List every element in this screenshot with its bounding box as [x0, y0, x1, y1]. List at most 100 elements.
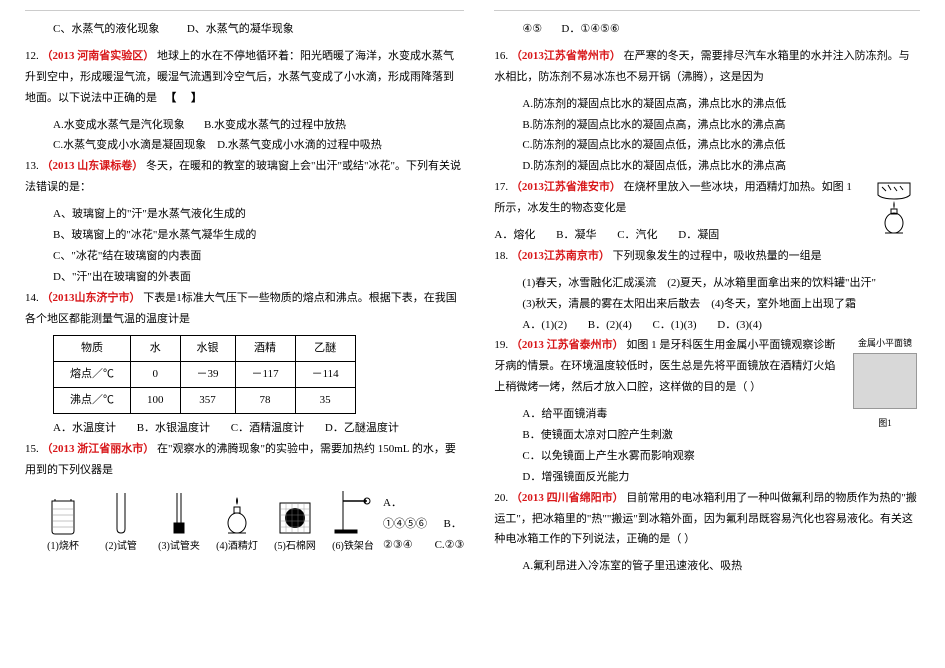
q18-stem: 下列现象发生的过程中，吸收热量的一组是 [613, 250, 822, 262]
td: －39 [180, 362, 235, 388]
q18-a: A．(1)(2) [522, 315, 567, 336]
q18-o3: (3)秋天，清晨的雾在太阳出来后散去 [522, 298, 700, 310]
q15-mid: ②③④ [383, 539, 413, 551]
q16-a: A.防冻剂的凝固点比水的凝固点高，沸点比水的沸点低 [494, 94, 920, 115]
q16-num: 16. [494, 50, 508, 62]
q20-num: 20. [494, 492, 508, 504]
clamp-item: (3)试管夹 [157, 487, 201, 556]
stand-item: (6)铁架台 [331, 487, 375, 556]
q15: 15. （2013 浙江省丽水市） 在"观察水的沸腾现象"的实验中，需要加热约 … [25, 439, 464, 481]
q18-b: B．(2)(4) [588, 315, 632, 336]
eq-label: (6)铁架台 [332, 541, 374, 552]
q19-fig-cap: 图1 [850, 415, 920, 432]
cont-opts: ④⑤ D．①④⑤⑥ [494, 19, 920, 40]
q17-num: 17. [494, 181, 508, 193]
td: 熔点／℃ [54, 362, 131, 388]
page-columns: C、水蒸气的液化现象 D、水蒸气的凝华现象 12. （2013 河南省实验区） … [25, 10, 920, 658]
q12-c: C.水蒸气变成小水滴是凝固现象 [53, 139, 206, 151]
tube-item: (2)试管 [99, 487, 143, 556]
cont-d: D．①④⑤⑥ [561, 23, 619, 35]
q12-row2: C.水蒸气变成小水滴是凝固现象 D.水蒸气变成小水滴的过程中吸热 [25, 135, 464, 156]
q15-num: 15. [25, 443, 39, 455]
q20: 20. （2013 四川省绵阳市） 目前常用的电冰箱利用了一种叫做氟利昂的物质作… [494, 488, 920, 551]
td: 100 [131, 388, 181, 414]
q12: 12. （2013 河南省实验区） 地球上的水在不停地循环着：阳光晒暖了海洋，水… [25, 46, 464, 109]
alcohol-lamp-icon [215, 487, 259, 535]
q17-opts: A．熔化 B．凝华 C．汽化 D．凝固 [494, 225, 920, 246]
q12-b: B.水变成水蒸气的过程中放热 [204, 119, 346, 131]
q13-a: A、玻璃窗上的"汗"是水蒸气液化生成的 [25, 204, 464, 225]
right-column: ④⑤ D．①④⑤⑥ 16. （2013江苏省常州市） 在严寒的冬天，需要排尽汽车… [494, 10, 920, 658]
q13-d: D、"汗"出在玻璃窗的外表面 [25, 267, 464, 288]
q19-num: 19. [494, 339, 508, 351]
q19-c: C．以免镜面上产生水雾而影响观察 [494, 446, 920, 467]
table-row: 熔点／℃ 0 －39 －117 －114 [54, 362, 356, 388]
asbestos-gauze-icon [273, 487, 317, 535]
q15-a: A．①④⑤⑥ [383, 497, 427, 530]
table-row: 沸点／℃ 100 357 78 35 [54, 388, 356, 414]
q15-c: C.②③ [435, 539, 465, 551]
th: 水银 [180, 336, 235, 362]
q15-opts-block: A．①④⑤⑥ B． ②③④ C.②③ [375, 493, 464, 556]
q17-b: B．凝华 [556, 225, 596, 246]
prev-options: C、水蒸气的液化现象 D、水蒸气的凝华现象 [25, 19, 464, 40]
q18-c: C．(1)(3) [653, 315, 697, 336]
q16-src: （2013江苏省常州市） [511, 50, 621, 62]
q18-row2: (3)秋天，清晨的雾在太阳出来后散去 (4)冬天，室外地面上出现了霜 [494, 294, 920, 315]
q16-d: D.防冻剂的凝固点比水的凝固点低，沸点比水的沸点高 [494, 156, 920, 177]
eq-label: (1)烧杯 [47, 541, 79, 552]
q18-row1: (1)春天，冰雪融化汇成溪流 (2)夏天，从冰箱里面拿出来的饮料罐"出汗" [494, 273, 920, 294]
td: 78 [235, 388, 295, 414]
cont-a: ④⑤ [522, 23, 542, 35]
th: 酒精 [235, 336, 295, 362]
q15-equipment-row: (1)烧杯 (2)试管 (3)试管夹 [25, 487, 464, 556]
q12-src: （2013 河南省实验区） [42, 50, 155, 62]
q19-src: （2013 江苏省泰州市） [511, 339, 624, 351]
th: 水 [131, 336, 181, 362]
q17: 17. （2013江苏省淮安市） 在烧杯里放入一些冰块，用酒精灯加热。如图 1 … [494, 177, 920, 219]
q13-num: 13. [25, 160, 39, 172]
q18-num: 18. [494, 250, 508, 262]
iron-stand-icon [331, 487, 375, 535]
td: 35 [295, 388, 355, 414]
eq-label: (2)试管 [105, 541, 137, 552]
q18-opts: A．(1)(2) B．(2)(4) C．(1)(3) D．(3)(4) [494, 315, 920, 336]
q14-d: D．乙醚温度计 [325, 418, 399, 439]
q17-a: A．熔化 [494, 225, 535, 246]
td: 0 [131, 362, 181, 388]
test-tube-icon [99, 487, 143, 535]
equipment-icons: (1)烧杯 (2)试管 (3)试管夹 [25, 487, 375, 556]
opt-c: C、水蒸气的液化现象 [53, 23, 159, 35]
q18-src: （2013江苏南京市） [511, 250, 610, 262]
q17-src: （2013江苏省淮安市） [511, 181, 621, 193]
gauze-item: (5)石棉网 [273, 487, 317, 556]
q18-o4: (4)冬天，室外地面上出现了霜 [711, 298, 856, 310]
td: －114 [295, 362, 355, 388]
q19: 金属小平面镜 图1 19. （2013 江苏省泰州市） 如图 1 是牙科医生用金… [494, 335, 920, 398]
q16-b: B.防冻剂的凝固点比水的凝固点高，沸点比水的沸点高 [494, 115, 920, 136]
q12-a: A.水变成水蒸气是汽化现象 [53, 119, 185, 131]
q16-c: C.防冻剂的凝固点比水的凝固点低，沸点比水的沸点低 [494, 135, 920, 156]
q12-num: 12. [25, 50, 39, 62]
opt-d: D、水蒸气的凝华现象 [187, 23, 294, 35]
q15-b: B． [444, 518, 462, 530]
left-column: C、水蒸气的液化现象 D、水蒸气的凝华现象 12. （2013 河南省实验区） … [25, 10, 464, 658]
q14: 14. （2013山东济宁市） 下表是1标准大气压下一些物质的熔点和沸点。根据下… [25, 288, 464, 330]
q17-d: D．凝固 [678, 225, 719, 246]
q18: 18. （2013江苏南京市） 下列现象发生的过程中，吸收热量的一组是 [494, 246, 920, 267]
q14-a: A．水温度计 [53, 418, 116, 439]
q14-num: 14. [25, 292, 39, 304]
q20-a: A.氟利昂进入冷冻室的管子里迅速液化、吸热 [494, 556, 920, 577]
table-header-row: 物质 水 水银 酒精 乙醚 [54, 336, 356, 362]
q15-src: （2013 浙江省丽水市） [42, 443, 155, 455]
beaker-item: (1)烧杯 [41, 487, 85, 556]
q12-blank: 【 】 [165, 92, 208, 104]
td: －117 [235, 362, 295, 388]
q14-c: C．酒精温度计 [231, 418, 304, 439]
q13-b: B、玻璃窗上的"冰花"是水蒸气凝华生成的 [25, 225, 464, 246]
q14-table: 物质 水 水银 酒精 乙醚 熔点／℃ 0 －39 －117 －114 沸点／℃ … [53, 335, 356, 414]
q17-c: C．汽化 [617, 225, 657, 246]
th: 乙醚 [295, 336, 355, 362]
q13-c: C、"冰花"结在玻璃窗的内表面 [25, 246, 464, 267]
q14-opts: A．水温度计 B．水银温度计 C．酒精温度计 D．乙醚温度计 [25, 418, 464, 439]
